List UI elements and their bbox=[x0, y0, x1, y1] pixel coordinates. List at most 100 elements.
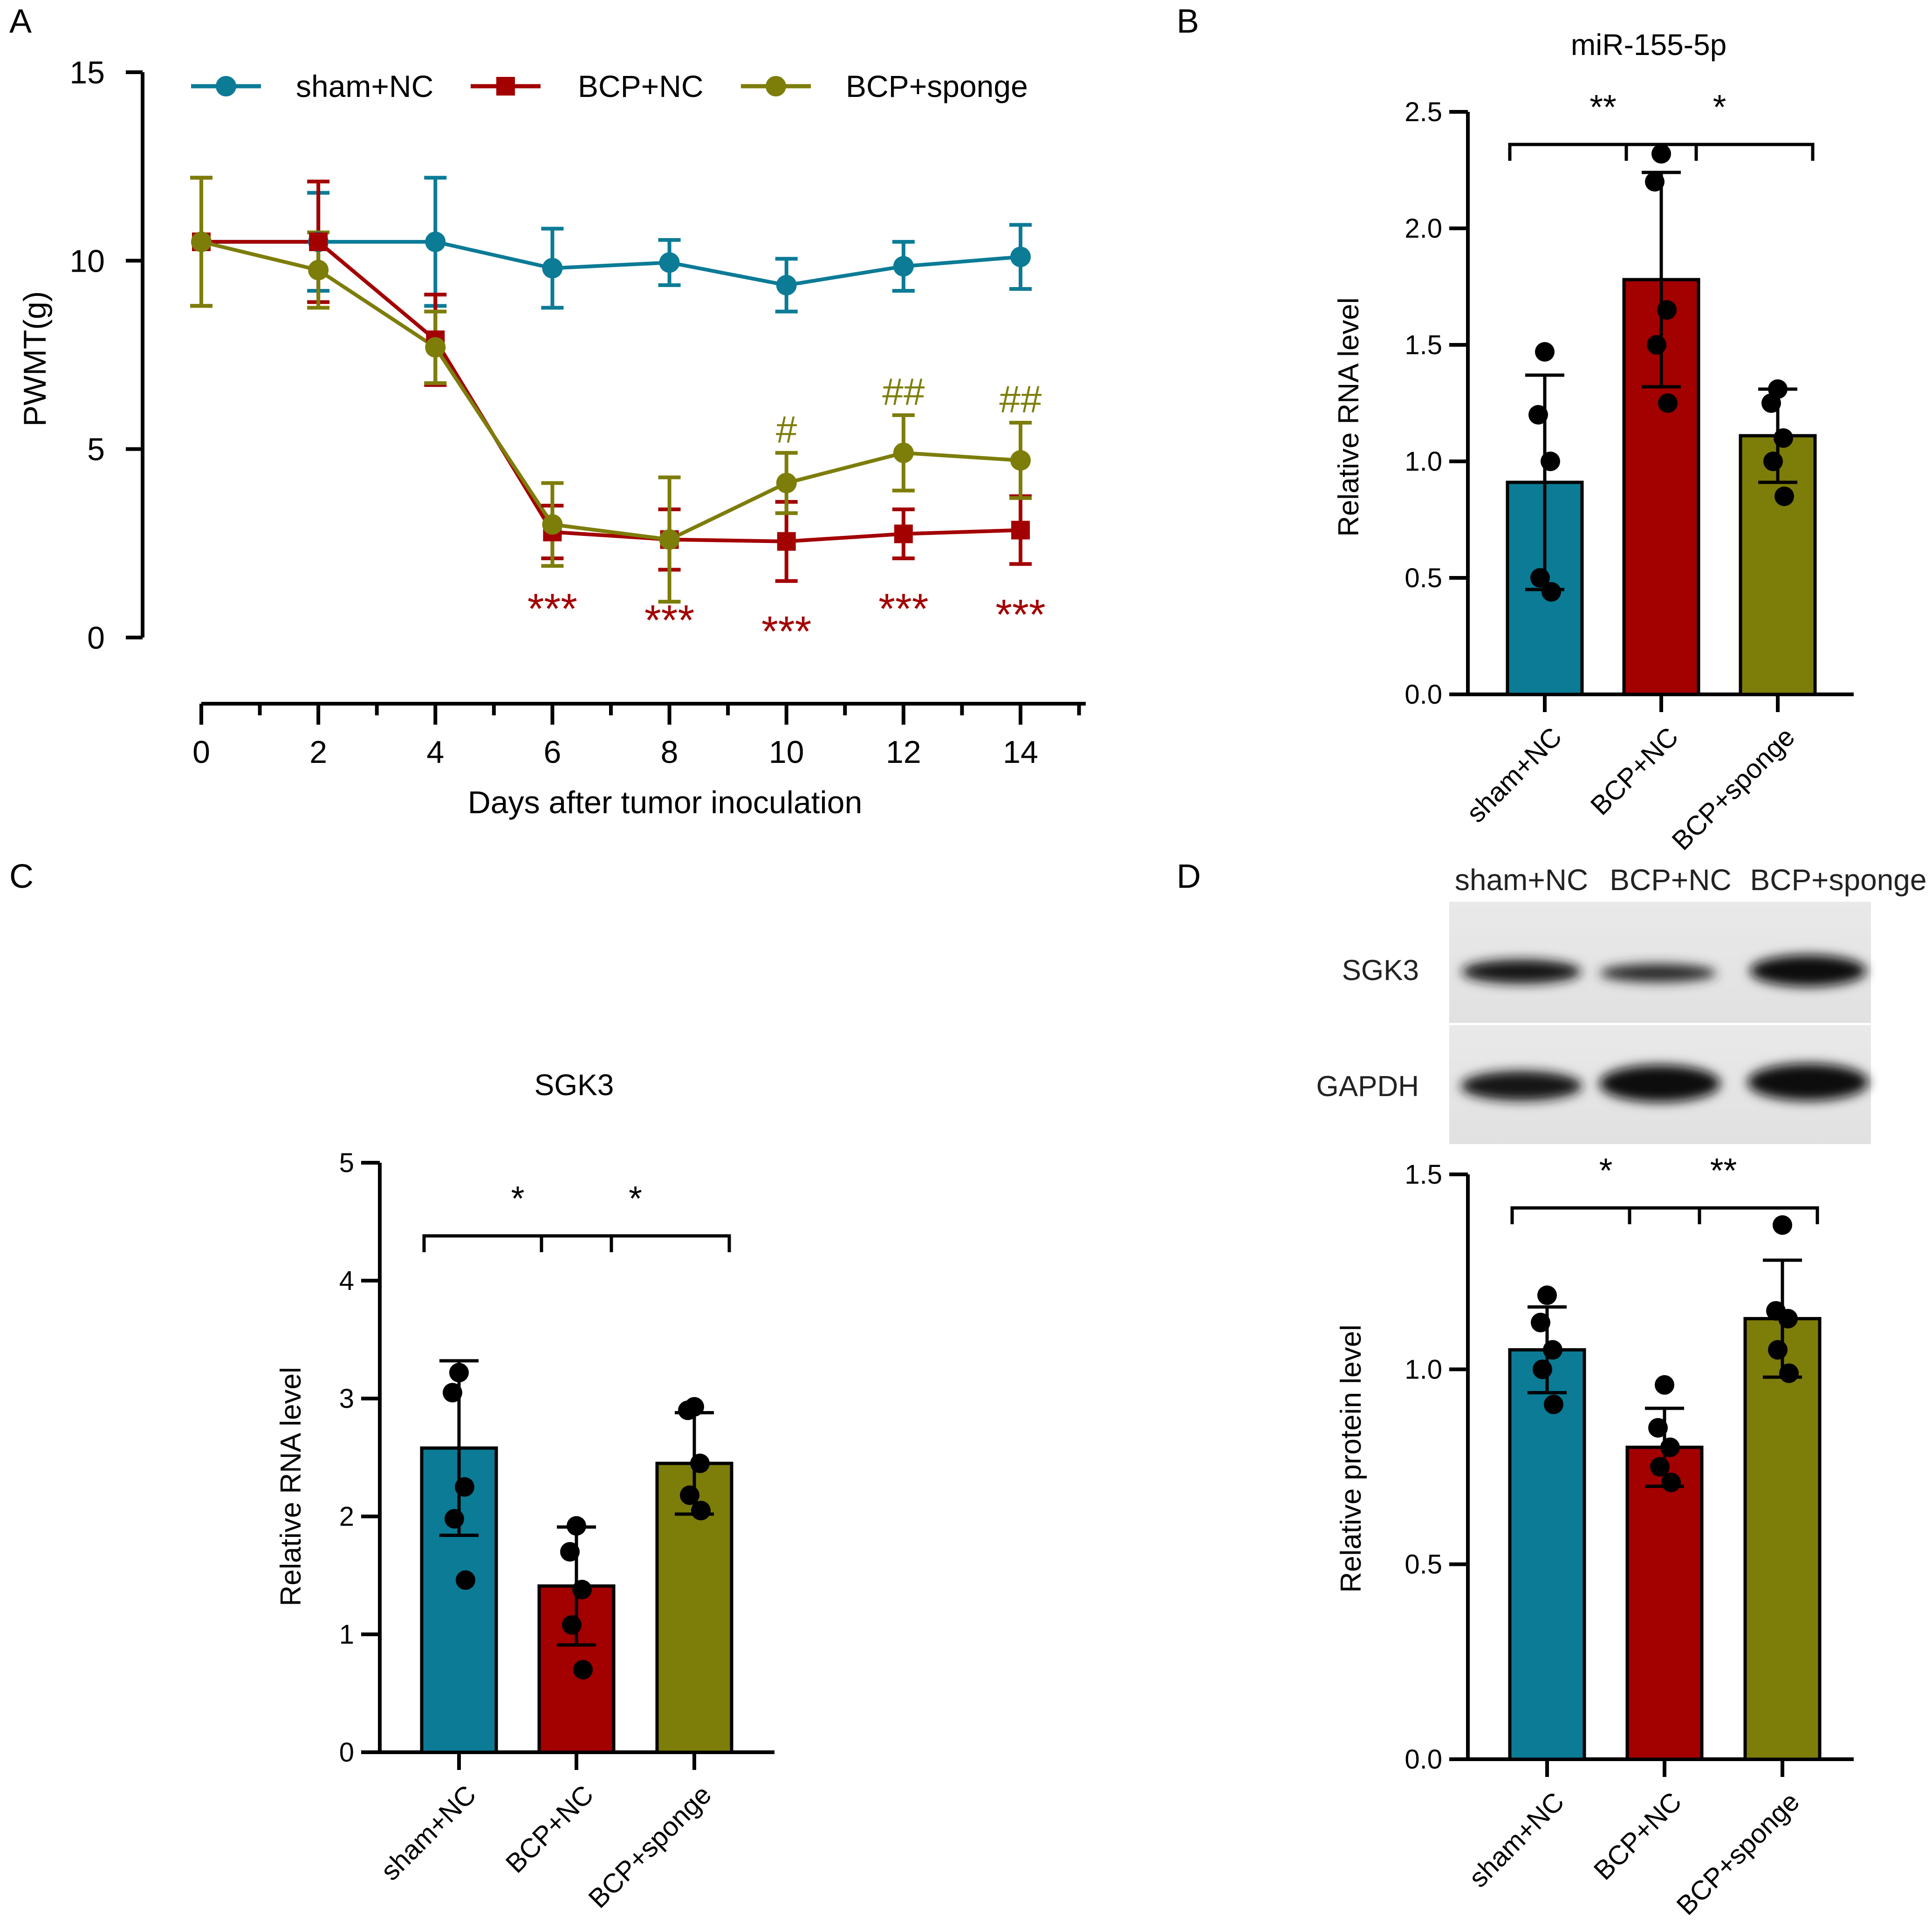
d-data-point bbox=[1773, 1215, 1792, 1235]
b-data-point bbox=[1541, 452, 1560, 471]
legend-marker-sponge bbox=[766, 76, 786, 96]
a-data-point bbox=[1011, 521, 1030, 540]
c-data-point bbox=[443, 1383, 462, 1403]
b-data-point bbox=[1647, 335, 1666, 355]
blot-band-gapdh-sponge bbox=[1747, 1063, 1869, 1101]
d-data-point bbox=[1779, 1363, 1799, 1383]
d-y-tick-label: 0.5 bbox=[1404, 1550, 1442, 1580]
a-x-tick-label: 10 bbox=[769, 734, 804, 770]
d-y-tick-label: 0.0 bbox=[1404, 1744, 1442, 1775]
a-data-point bbox=[659, 529, 680, 550]
b-data-point bbox=[1645, 172, 1665, 192]
blot-row-label-gapdh: GAPDH bbox=[1316, 1070, 1419, 1103]
a-y-ticks: 0 5 10 15 bbox=[69, 55, 143, 656]
a-data-point bbox=[191, 231, 212, 252]
c-x-tick-label: sham+NC bbox=[375, 1779, 482, 1886]
b-significance: ** * bbox=[1508, 88, 1815, 161]
c-significance: * * bbox=[422, 1179, 731, 1252]
a-y-tick-label: 0 bbox=[87, 620, 105, 656]
a-axes: 0 5 10 15 0 2 4 6 8 10 12 14 Days after tumor inoc… bbox=[17, 55, 1086, 820]
c-significance-label: * bbox=[511, 1179, 525, 1218]
d-data-point bbox=[1778, 1309, 1798, 1329]
b-significance-bracket bbox=[1508, 143, 1698, 161]
d-significance-bracket bbox=[1628, 1206, 1819, 1224]
legend-marker-bcp bbox=[496, 77, 515, 96]
blot-band-sgk3-bcp bbox=[1600, 964, 1716, 982]
c-data-points bbox=[443, 1363, 711, 1680]
d-data-point bbox=[1533, 1359, 1552, 1379]
b-data-points bbox=[1528, 144, 1794, 602]
a-significance-hash: ## bbox=[999, 378, 1042, 421]
a-data-point bbox=[894, 524, 913, 543]
b-y-tick-label: 0.5 bbox=[1404, 563, 1442, 593]
a-y-tick-label: 5 bbox=[87, 432, 105, 467]
a-data-point bbox=[308, 260, 329, 281]
b-data-point bbox=[1530, 568, 1550, 588]
b-data-point bbox=[1528, 405, 1548, 425]
d-data-point bbox=[1650, 1457, 1670, 1477]
a-data-point bbox=[425, 337, 446, 358]
b-y-tick-label: 1.5 bbox=[1404, 330, 1442, 360]
legend-item-bcp: BCP+NC bbox=[471, 69, 704, 103]
c-data-point bbox=[455, 1477, 474, 1497]
panel-d: sham+NC BCP+NC BCP+sponge SGK3 GAPDH Rel… bbox=[1316, 863, 1927, 1921]
panel-b-bar-chart: miR-155-5p Relative RNA level 0.0 0.5 1.0 1… bbox=[1333, 28, 1854, 856]
c-data-point bbox=[560, 1542, 580, 1562]
c-data-point bbox=[678, 1400, 698, 1420]
b-data-point bbox=[1651, 144, 1671, 164]
legend-label-sponge: BCP+sponge bbox=[846, 69, 1028, 103]
c-y-tick-label: 5 bbox=[339, 1148, 354, 1178]
b-y-tick-label: 2.0 bbox=[1404, 213, 1442, 244]
a-x-tick-label: 8 bbox=[661, 734, 678, 770]
c-chart-title: SGK3 bbox=[534, 1068, 614, 1102]
a-legend: sham+NC BCP+NC BCP+sponge bbox=[191, 69, 1028, 103]
a-y-tick-label: 15 bbox=[69, 55, 105, 90]
b-x-tick-label: BCP+NC bbox=[1585, 721, 1684, 821]
blot-band-gapdh-bcp bbox=[1599, 1065, 1720, 1102]
a-data-point bbox=[659, 252, 680, 273]
a-series-line bbox=[201, 240, 1021, 543]
a-x-tick-label: 14 bbox=[1003, 734, 1038, 770]
b-x-tick-label: sham+NC bbox=[1461, 721, 1568, 828]
c-data-point bbox=[573, 1660, 593, 1680]
a-data-point bbox=[425, 231, 446, 252]
d-significance-bracket bbox=[1510, 1206, 1701, 1224]
c-data-point bbox=[567, 1516, 586, 1536]
b-significance-bracket bbox=[1624, 143, 1815, 161]
d-bars bbox=[1508, 1317, 1822, 1761]
d-significance-label: * bbox=[1599, 1151, 1613, 1190]
c-y-tick-label: 0 bbox=[339, 1737, 354, 1768]
c-data-point bbox=[691, 1501, 711, 1521]
c-significance-bracket bbox=[540, 1234, 731, 1252]
d-significance: * ** bbox=[1510, 1151, 1819, 1224]
d-x-tick-label: BCP+NC bbox=[1588, 1786, 1687, 1886]
b-y-tick-label: 0.0 bbox=[1404, 679, 1442, 710]
legend-marker-sham bbox=[216, 76, 236, 96]
b-x-tick-label: BCP+sponge bbox=[1666, 721, 1801, 856]
a-significance-hash: ## bbox=[882, 371, 925, 413]
a-x-tick-label: 12 bbox=[886, 734, 921, 770]
a-significance-star: *** bbox=[644, 597, 694, 644]
c-x-tick-label: BCP+sponge bbox=[582, 1779, 717, 1914]
c-data-point bbox=[456, 1570, 475, 1590]
b-significance-label: * bbox=[1713, 88, 1726, 126]
a-x-tick-label: 4 bbox=[426, 734, 444, 770]
d-data-point bbox=[1531, 1312, 1550, 1332]
a-significance-star: *** bbox=[878, 585, 928, 633]
a-significance-hash: # bbox=[776, 409, 797, 451]
d-data-points bbox=[1531, 1215, 1799, 1492]
a-y-tick-label: 10 bbox=[69, 243, 105, 279]
d-x-tick-label: sham+NC bbox=[1463, 1786, 1570, 1893]
a-y-axis-label: PWMT(g) bbox=[17, 291, 53, 427]
a-significance-star: *** bbox=[995, 591, 1045, 638]
c-data-point bbox=[680, 1485, 699, 1505]
c-data-point bbox=[690, 1454, 710, 1474]
a-data-point bbox=[893, 442, 914, 463]
d-data-point bbox=[1543, 1340, 1562, 1360]
panel-label-c: C bbox=[9, 858, 34, 895]
c-data-point bbox=[562, 1615, 582, 1635]
